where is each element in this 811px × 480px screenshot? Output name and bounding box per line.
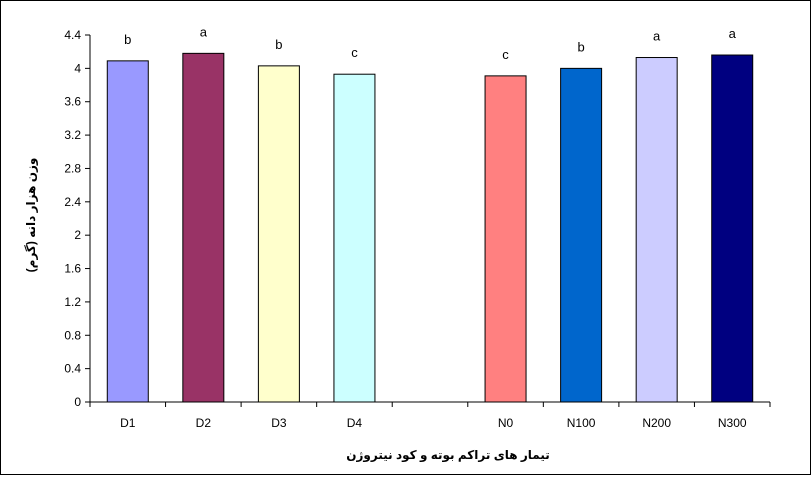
bar-letter-label: c — [351, 45, 358, 60]
bar-N300 — [711, 54, 754, 403]
y-tick-label: 2 — [74, 228, 81, 242]
x-axis-title: تیمار های تراکم بوته و کود نیتروژن — [346, 448, 549, 463]
y-tick-label: 3.2 — [64, 128, 81, 142]
bar-N200 — [635, 57, 678, 403]
bars — [106, 52, 754, 403]
bar-letter-label: c — [502, 47, 509, 62]
bar-letter-labels: b a b c c b a a — [124, 24, 736, 62]
bar-N0 — [484, 75, 527, 403]
x-tick-label: N100 — [567, 416, 596, 430]
x-tick-label: N200 — [642, 416, 671, 430]
bar-letter-label: a — [729, 26, 737, 41]
y-tick-label: 3.6 — [64, 95, 81, 109]
bar-D2 — [182, 52, 225, 403]
y-tick-label: 2.4 — [64, 195, 81, 209]
y-tick-label: 1.6 — [64, 262, 81, 276]
bar-D4 — [333, 73, 376, 403]
x-tick-label: N300 — [718, 416, 747, 430]
x-tick-label: D3 — [271, 416, 287, 430]
x-tick-label: D4 — [347, 416, 363, 430]
bar-N100 — [560, 67, 603, 403]
bar-D3 — [257, 65, 300, 403]
bar-letter-label: a — [200, 24, 208, 39]
y-tick-label: 0.8 — [64, 328, 81, 342]
y-tick-label: 0.4 — [64, 362, 81, 376]
x-tick-label: D1 — [120, 416, 136, 430]
y-axis-title: وزن هزار دانه (گرم) — [24, 158, 39, 273]
y-tick-label: 2.8 — [64, 161, 81, 175]
x-tick-label: N0 — [498, 416, 514, 430]
y-tick-label: 4 — [74, 61, 81, 75]
y-tick-label: 1.2 — [64, 295, 81, 309]
bar-letter-label: b — [577, 39, 584, 54]
x-tick-label: D2 — [196, 416, 212, 430]
y-tick-label: 4.4 — [64, 28, 81, 42]
y-axis: 0 0.4 0.8 1.2 1.6 2 2.4 2.8 3.2 3.6 4 4.4 — [64, 28, 91, 409]
bar-D1 — [106, 60, 149, 403]
bar-letter-label: b — [124, 32, 131, 47]
y-tick-label: 0 — [74, 395, 81, 409]
bar-letter-label: a — [653, 29, 661, 44]
bar-letter-label: b — [275, 37, 282, 52]
